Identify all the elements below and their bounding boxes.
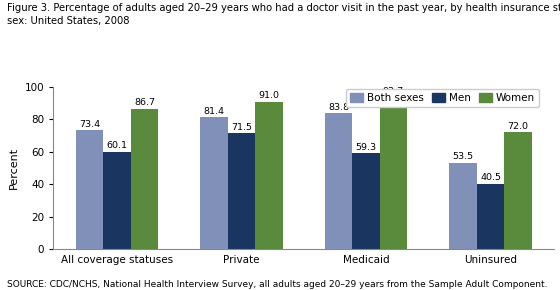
Text: 53.5: 53.5 — [452, 152, 474, 161]
Bar — [325, 113, 352, 249]
Text: 93.7: 93.7 — [383, 87, 404, 96]
Text: 83.8: 83.8 — [328, 103, 349, 112]
Text: 60.1: 60.1 — [106, 142, 128, 151]
Text: Figure 3. Percentage of adults aged 20–29 years who had a doctor visit in the pa: Figure 3. Percentage of adults aged 20–2… — [7, 3, 560, 26]
Text: 91.0: 91.0 — [259, 91, 279, 100]
Bar — [104, 152, 130, 249]
Bar — [450, 162, 477, 249]
Y-axis label: Percent: Percent — [9, 147, 19, 189]
Bar — [255, 102, 283, 249]
Text: 59.3: 59.3 — [356, 143, 377, 152]
Bar — [130, 108, 158, 249]
Text: 40.5: 40.5 — [480, 173, 501, 182]
Text: 73.4: 73.4 — [79, 120, 100, 129]
Text: 86.7: 86.7 — [134, 98, 155, 107]
Bar — [200, 117, 228, 249]
Text: SOURCE: CDC/NCHS, National Health Interview Survey, all adults aged 20–29 years : SOURCE: CDC/NCHS, National Health Interv… — [7, 280, 547, 289]
Text: 71.5: 71.5 — [231, 123, 252, 132]
Bar — [477, 184, 504, 249]
Bar — [380, 97, 407, 249]
Bar — [76, 130, 104, 249]
Text: 81.4: 81.4 — [204, 107, 225, 116]
Bar — [228, 133, 255, 249]
Text: 72.0: 72.0 — [507, 122, 529, 131]
Bar — [504, 133, 531, 249]
Bar — [352, 153, 380, 249]
Legend: Both sexes, Men, Women: Both sexes, Men, Women — [346, 89, 539, 107]
